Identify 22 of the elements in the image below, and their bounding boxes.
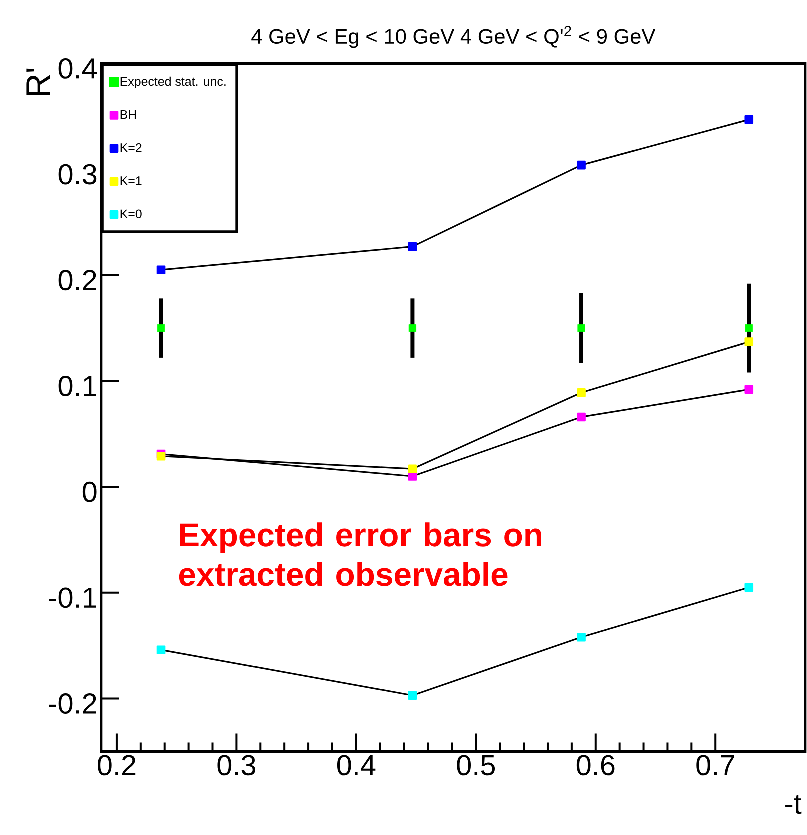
- x-tick-label: 0.6: [576, 755, 615, 776]
- x-tick-label: 0.7: [696, 755, 734, 776]
- y-tick-label: 0: [82, 482, 97, 502]
- x-axis-title: -t: [786, 795, 802, 814]
- x-tick-label: 0.4: [337, 755, 376, 776]
- x-tick-label: 0.5: [457, 755, 496, 776]
- legend-label: K=0: [120, 210, 142, 219]
- y-tick-label: 0.1: [58, 376, 96, 396]
- x-tick-label: 0.2: [98, 755, 136, 776]
- y-tick-label: 0.3: [58, 164, 97, 185]
- legend-label: BH: [120, 110, 136, 120]
- y-tick-label: 0.4: [58, 58, 98, 79]
- chart-title: 4 GeV < Eg < 10 GeV 4 GeV < Q'$^{2}$ < 9 GeV: [252, 26, 656, 48]
- y-tick-label: -0.1: [49, 588, 96, 608]
- legend-label: K=1: [120, 176, 142, 186]
- x-tick-label: 0.3: [218, 755, 256, 776]
- legend-label: Expected stat. unc.: [120, 76, 226, 89]
- legend-label: K=2: [120, 144, 142, 152]
- y-tick-label: 0.2: [58, 270, 96, 291]
- annotation: Expected error bars on extracted observable: [179, 522, 542, 586]
- y-tick-label: -0.2: [49, 694, 96, 714]
- y-axis-title: R': [26, 68, 50, 96]
